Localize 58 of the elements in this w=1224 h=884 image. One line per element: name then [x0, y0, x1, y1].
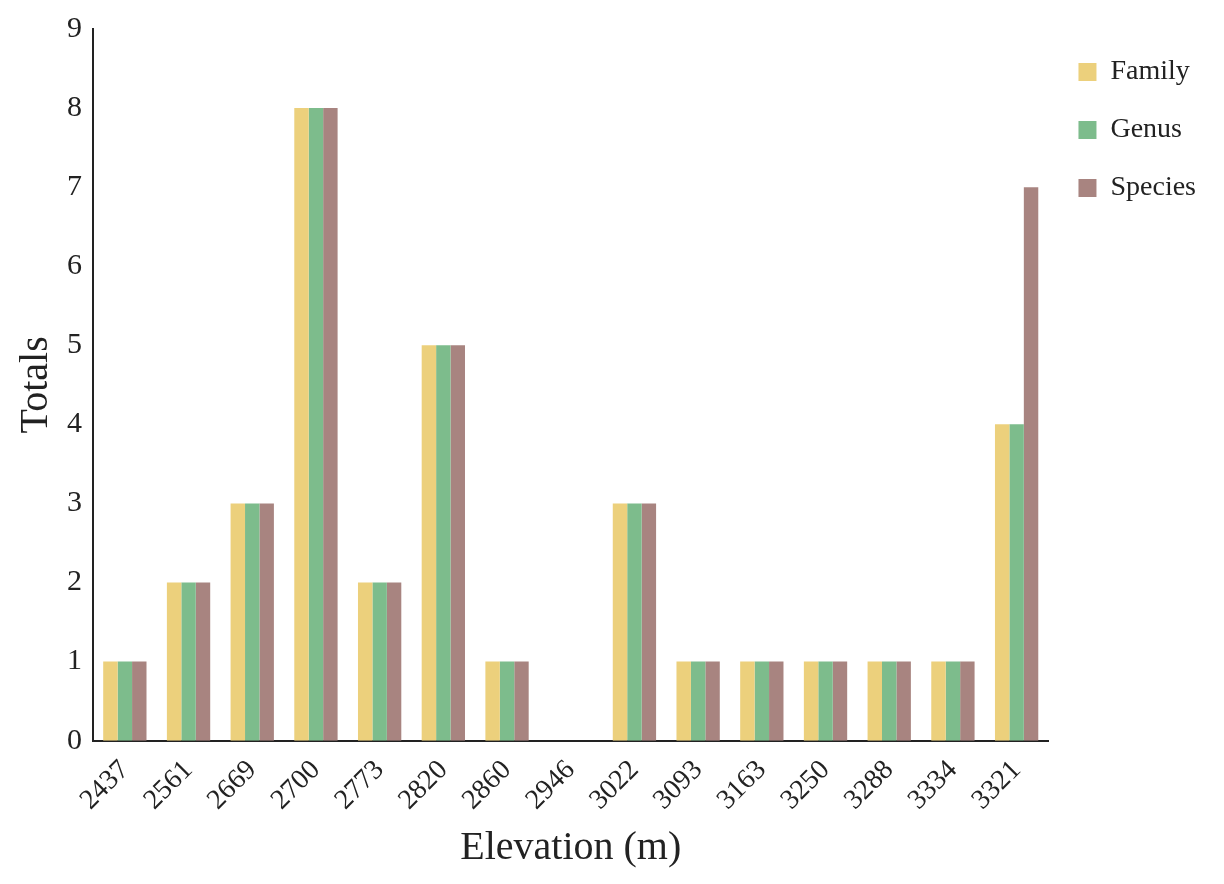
bar: [705, 661, 720, 741]
bar: [931, 661, 946, 741]
bar: [896, 661, 911, 741]
bar: [181, 582, 196, 741]
bar: [230, 503, 246, 741]
bar: [499, 661, 515, 741]
bar: [421, 345, 437, 741]
x-tick-label: 3321: [964, 753, 1027, 815]
bar: [960, 661, 975, 741]
bar: [769, 661, 784, 741]
y-tick-label: 0: [67, 721, 82, 755]
bar: [245, 503, 260, 741]
y-tick-label: 3: [67, 484, 82, 518]
bar: [294, 108, 309, 741]
bar: [514, 661, 529, 741]
bar: [386, 582, 402, 741]
bar: [754, 661, 770, 741]
bar: [323, 108, 338, 741]
x-axis-title: Elevation (m): [460, 822, 682, 868]
bar: [357, 582, 373, 741]
y-tick-label: 7: [67, 168, 82, 202]
bar: [1023, 187, 1039, 741]
bar: [882, 661, 897, 741]
bar: [803, 661, 819, 741]
bar: [690, 661, 706, 741]
legend-label: Genus: [1110, 112, 1183, 144]
bar: [612, 503, 628, 741]
y-tick-label: 8: [67, 88, 82, 122]
y-tick-label: 6: [67, 247, 82, 281]
y-tick-label: 1: [67, 642, 82, 676]
y-tick-label: 2: [67, 563, 82, 597]
legend-label: Family: [1110, 54, 1190, 86]
bar: [994, 424, 1010, 741]
bar: [641, 503, 657, 741]
bar: [818, 661, 833, 741]
bar: [945, 661, 961, 741]
y-axis-title: Totals: [10, 336, 56, 434]
bar: [676, 661, 691, 741]
bar: [117, 661, 133, 741]
bar: [308, 108, 324, 741]
bar: [627, 503, 642, 741]
legend-label: Species: [1110, 170, 1196, 202]
bar: [166, 582, 182, 741]
bar: [372, 582, 387, 741]
bar: [103, 661, 118, 741]
bar: [832, 661, 848, 741]
bar: [1009, 424, 1024, 741]
bar: [259, 503, 274, 741]
bar: [450, 345, 465, 741]
bar: [485, 661, 500, 741]
bar: [740, 661, 755, 741]
bar: [132, 661, 147, 741]
bar: [436, 345, 451, 741]
y-tick-label: 4: [67, 405, 82, 439]
bar: [867, 661, 883, 741]
y-tick-label: 9: [67, 9, 82, 43]
bar: [195, 582, 211, 741]
y-tick-label: 5: [67, 326, 82, 360]
